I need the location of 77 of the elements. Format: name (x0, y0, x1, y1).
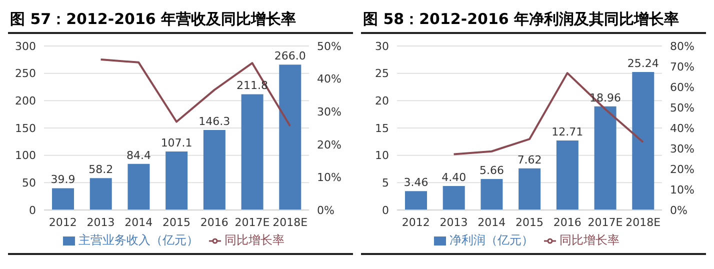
bar (405, 191, 427, 210)
x-tick-label: 2012 (402, 216, 430, 229)
data-label: 4.40 (442, 170, 466, 184)
y-tick-label: 30 (375, 40, 389, 53)
y2-tick-label: 40% (670, 122, 694, 135)
data-label: 7.62 (517, 153, 542, 166)
data-label: 12.71 (552, 126, 584, 139)
data-label: 25.24 (627, 57, 659, 70)
data-label: 107.1 (160, 136, 192, 150)
y-tick-label: 150 (15, 122, 36, 135)
bar (594, 106, 616, 210)
line-series (100, 58, 292, 128)
y-tick-label: 50 (22, 176, 36, 190)
bar (556, 140, 578, 210)
y2-tick-label: 60% (670, 80, 694, 94)
y-tick-label: 10 (375, 149, 389, 162)
y-tick-label: 0 (29, 204, 36, 217)
y2-tick-label: 80% (670, 40, 694, 53)
chart-title: 图 57：2012-2016 年营收及同比增长率 (8, 8, 353, 34)
line-series (452, 72, 644, 156)
x-tick-label: 2014 (124, 216, 153, 229)
x-tick-label: 2018E (272, 216, 308, 229)
y2-tick-label: 0% (317, 204, 334, 217)
y2-tick-label: 10% (670, 183, 694, 196)
y2-tick-label: 40% (317, 72, 342, 86)
y2-tick-label: 30% (317, 106, 342, 119)
x-tick-label: 2013 (440, 216, 468, 229)
y2-tick-label: 30% (670, 142, 694, 156)
legend-label: 同比增长率 (560, 233, 620, 247)
bar (203, 130, 226, 210)
y2-tick-label: 10% (317, 171, 342, 184)
data-label: 58.2 (88, 163, 114, 176)
y-tick-label: 300 (15, 40, 36, 53)
y-tick-label: 0 (382, 204, 389, 217)
data-label: 3.46 (404, 176, 428, 190)
legend-label: 净利润（亿元） (450, 233, 534, 247)
y2-tick-label: 50% (670, 101, 694, 114)
x-tick-label: 2017E (588, 216, 623, 229)
bar (442, 186, 465, 210)
y2-tick-label: 50% (317, 40, 342, 53)
x-tick-label: 2015 (516, 216, 544, 229)
y-tick-label: 15 (375, 122, 389, 135)
x-tick-label: 2012 (48, 216, 77, 229)
y2-tick-label: 0% (670, 204, 688, 217)
y2-tick-label: 20% (670, 162, 694, 176)
y-tick-label: 25 (375, 67, 389, 80)
x-tick-label: 2016 (553, 216, 582, 229)
x-tick-label: 2016 (200, 216, 228, 229)
bar (632, 72, 654, 210)
y-tick-label: 20 (375, 94, 389, 108)
y-tick-label: 200 (15, 94, 36, 108)
legend-label: 同比增长率 (224, 233, 284, 247)
bar (480, 179, 503, 210)
y-tick-label: 5 (382, 176, 389, 190)
chart-title: 图 58：2012-2016 年净利润及其同比增长率 (361, 8, 706, 34)
x-tick-label: 2013 (86, 216, 115, 229)
y2-tick-label: 70% (670, 60, 694, 74)
bar (166, 151, 188, 210)
bar (518, 168, 541, 210)
data-label: 146.3 (198, 115, 230, 128)
y-tick-label: 250 (15, 67, 36, 80)
data-label: 5.66 (479, 164, 504, 178)
data-label: 84.4 (126, 148, 151, 162)
legend-label: 主营业务收入（亿元） (78, 233, 198, 247)
x-tick-label: 2015 (162, 216, 190, 229)
data-label: 39.9 (50, 173, 76, 186)
bar (52, 188, 74, 210)
y2-tick-label: 20% (317, 138, 342, 152)
bar (279, 64, 302, 210)
x-tick-label: 2017E (234, 216, 270, 229)
bar (128, 164, 150, 210)
x-tick-label: 2018E (626, 216, 661, 229)
bar (90, 178, 112, 210)
data-label: 266.0 (274, 50, 306, 63)
bar (241, 94, 264, 210)
x-tick-label: 2014 (478, 216, 506, 229)
y-tick-label: 100 (15, 149, 36, 162)
